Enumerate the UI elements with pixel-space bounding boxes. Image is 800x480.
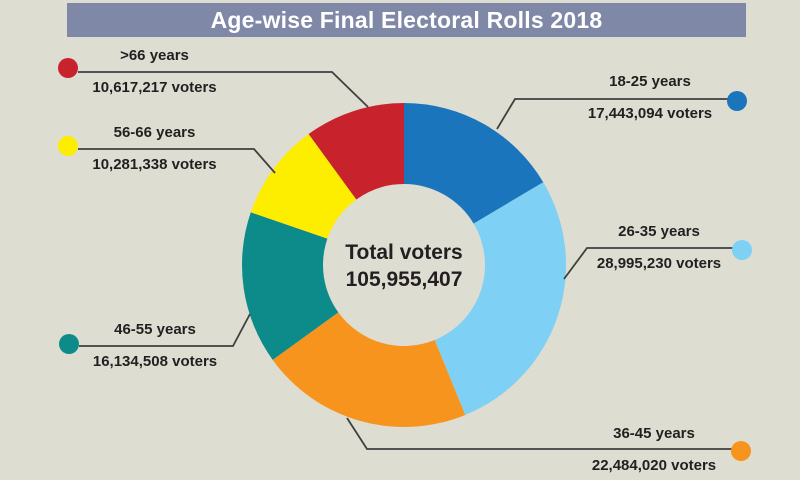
voter-count-label: 22,484,020 voters: [591, 457, 717, 474]
donut-slices-group: [241, 103, 567, 427]
total-voters-value: 105,955,407: [345, 268, 463, 291]
callout-56-66: 56-66 years 10,281,338 voters: [72, 123, 237, 175]
donut-slice-66-years: [308, 103, 404, 200]
age-group-label: 46-55 years: [114, 321, 196, 338]
leader-line-46-55: [79, 313, 251, 347]
donut-center-label: Total voters 105,955,407: [304, 239, 504, 293]
voter-count-label: 10,281,338 voters: [92, 156, 217, 173]
leader-line-18-25: [496, 98, 729, 130]
leader-line-36-45: [346, 417, 732, 450]
total-voters-label: Total voters: [345, 241, 463, 264]
title-bar: Age-wise Final Electoral Rolls 2018: [67, 3, 746, 37]
donut-slice-36-45-years: [272, 312, 466, 427]
donut-slice-26-35-years: [434, 182, 567, 415]
voter-count-label: 16,134,508 voters: [92, 353, 218, 370]
donut-slice-18-25-years: [404, 103, 544, 224]
callout-over-66: >66 years 10,617,217 voters: [72, 46, 237, 98]
legend-dot-46-55: [59, 334, 79, 354]
voter-count-label: 28,995,230 voters: [596, 255, 722, 272]
legend-dot-18-25: [727, 91, 747, 111]
legend-dot-26-35: [732, 240, 752, 260]
voter-count-label: 10,617,217 voters: [92, 79, 217, 96]
legend-dot-56-66: [58, 136, 78, 156]
age-group-label: 56-66 years: [113, 124, 196, 141]
voter-count-label: 17,443,094 voters: [587, 105, 713, 122]
leader-line-56-66: [78, 148, 276, 174]
age-group-label: 26-35 years: [618, 223, 700, 240]
page-title: Age-wise Final Electoral Rolls 2018: [210, 6, 603, 33]
age-group-label: 36-45 years: [613, 425, 695, 442]
callout-18-25: 18-25 years 17,443,094 voters: [570, 72, 730, 124]
leader-line-26-35: [563, 247, 733, 280]
donut-slice-56-66-years: [250, 134, 357, 239]
age-group-label: >66 years: [120, 47, 189, 64]
legend-dot-36-45: [731, 441, 751, 461]
callout-46-55: 46-55 years 16,134,508 voters: [75, 320, 235, 372]
donut-slice-46-55-years: [241, 212, 339, 360]
callout-36-45: 36-45 years 22,484,020 voters: [578, 424, 730, 476]
age-group-label: 18-25 years: [609, 73, 691, 90]
callout-26-35: 26-35 years 28,995,230 voters: [580, 222, 738, 274]
leader-line-over-66: [78, 71, 369, 108]
legend-dot-over-66: [58, 58, 78, 78]
